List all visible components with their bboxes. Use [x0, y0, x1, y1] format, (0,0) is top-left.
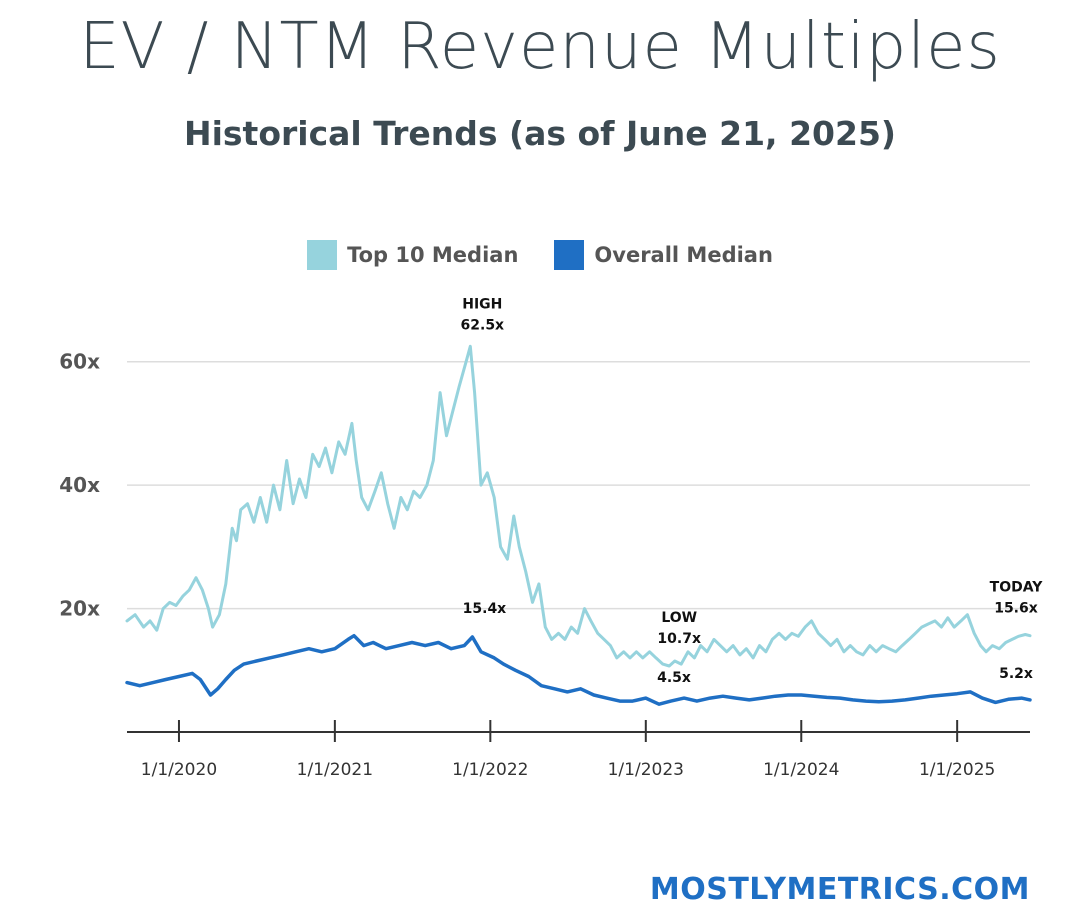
- y-tick-label: 40x: [59, 473, 100, 497]
- chart-subtitle: Historical Trends (as of June 21, 2025): [183, 114, 897, 153]
- annotation-label: 62.5x: [461, 317, 505, 333]
- chart-title: EV / NTM Revenue Multiples: [79, 10, 1001, 84]
- legend-item-overall: Overall Median: [554, 240, 773, 270]
- x-tick-label: 1/1/2023: [608, 760, 684, 780]
- x-tick-label: 1/1/2025: [919, 760, 995, 780]
- annotation-label: 5.2x: [999, 666, 1033, 682]
- annotation-label: 15.6x: [994, 601, 1038, 617]
- annotation-label: 15.4x: [463, 601, 507, 617]
- annotation-label: LOW: [661, 610, 697, 626]
- y-tick-label: 20x: [59, 597, 100, 621]
- series-line-top10: [125, 344, 1032, 668]
- legend-swatch-top10: [307, 240, 338, 270]
- legend-swatch-overall: [554, 240, 585, 270]
- annotation-label: 10.7x: [657, 631, 701, 647]
- y-tick-label: 60x: [59, 350, 100, 374]
- x-tick-label: 1/1/2020: [141, 760, 217, 780]
- legend-label-overall: Overall Median: [594, 243, 773, 267]
- x-tick-label: 1/1/2024: [763, 760, 839, 780]
- legend-item-top10: Top 10 Median: [307, 240, 518, 270]
- annotation-label: TODAY: [990, 580, 1044, 596]
- series-line-overall: [125, 633, 1032, 706]
- x-tick-label: 1/1/2022: [452, 760, 528, 780]
- annotation-label: 4.5x: [657, 670, 691, 686]
- annotation-label: HIGH: [462, 296, 502, 312]
- chart-legend: Top 10 Median Overall Median: [0, 240, 1080, 270]
- brand-footer[interactable]: MOSTLYMETRICS.COM: [649, 872, 1030, 907]
- x-tick-label: 1/1/2021: [297, 760, 373, 780]
- legend-label-top10: Top 10 Median: [347, 243, 519, 267]
